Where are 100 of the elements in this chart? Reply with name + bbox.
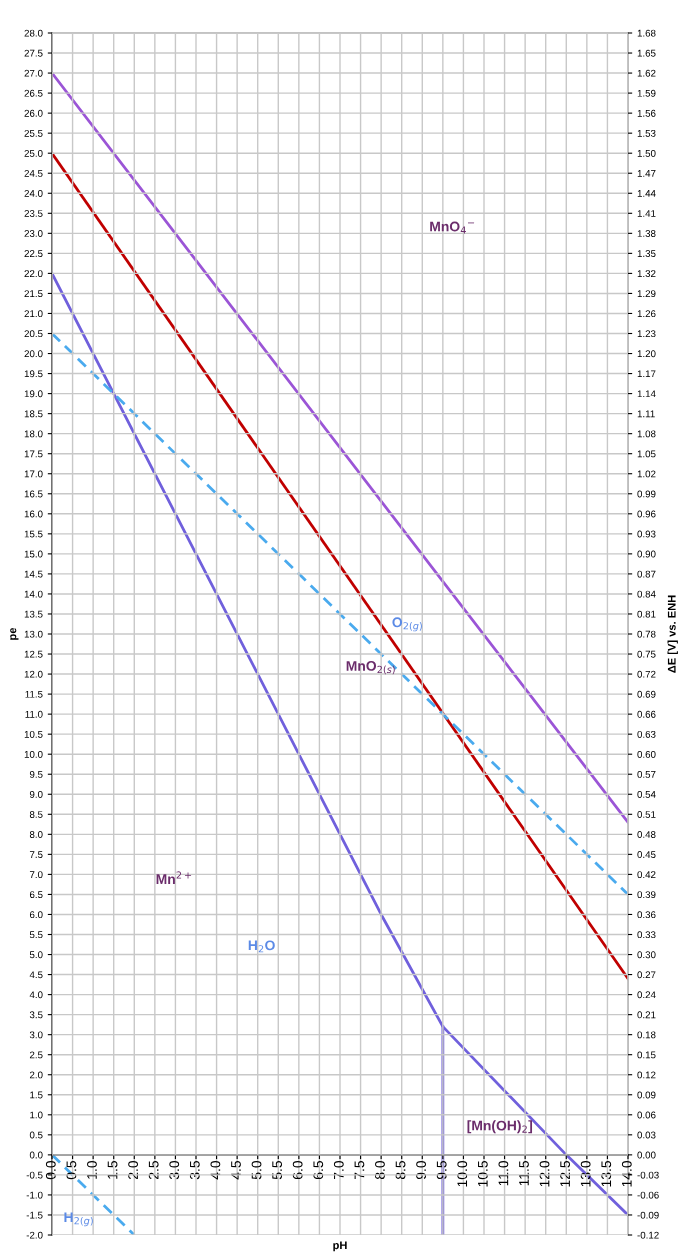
- x-tick-label: 3.0: [169, 1160, 180, 1180]
- y-tick-label: 0.0: [29, 1151, 43, 1159]
- y2-tick-label: 0.72: [637, 670, 656, 678]
- y-tick-label: 9.0: [29, 791, 43, 798]
- y-tick-label: 19.5: [24, 370, 43, 378]
- x-tick-label: 7.5: [354, 1161, 365, 1180]
- y-tick-label: 17.0: [24, 470, 43, 478]
- x-tick-label: 6.5: [313, 1161, 324, 1180]
- x-tick-label: 0.5: [66, 1161, 77, 1180]
- y-tick-label: 12.0: [24, 670, 43, 678]
- y2-tick-label: 1.26: [637, 310, 656, 318]
- y2-tick-label: 1.35: [637, 250, 656, 257]
- y2-tick-label: 1.41: [637, 210, 656, 217]
- y-tick-label: 25.5: [24, 129, 43, 137]
- y2-tick-label: 0.63: [637, 730, 656, 738]
- y2-tick-label: 0.24: [637, 991, 656, 999]
- y2-tick-label: 0.27: [637, 971, 656, 979]
- y2-tick-label: 0.60: [637, 750, 656, 758]
- x-tick-label: 5.5: [272, 1161, 283, 1180]
- y-tick-label: 15.5: [24, 530, 43, 538]
- x-tick-label: 5.0: [251, 1160, 262, 1180]
- x-tick-label: 11.0: [498, 1160, 509, 1186]
- x-tick-label: 9.5: [436, 1161, 447, 1180]
- y2-tick-label: 1.44: [637, 190, 656, 197]
- y2-tick-label: 0.78: [637, 630, 656, 638]
- y2-tick-label: 0.12: [637, 1071, 656, 1079]
- y-tick-label: 7.5: [29, 851, 43, 858]
- y2-tick-label: 1.08: [637, 430, 656, 438]
- y2-tick-label: 0.06: [637, 1111, 656, 1119]
- y-tick-label: 19.0: [24, 390, 43, 398]
- y2-tick-label: 0.75: [637, 650, 656, 658]
- y-tick-label: 21.5: [24, 290, 43, 298]
- y-tick-label: 4.5: [29, 971, 43, 979]
- y2-tick-label: 0.09: [637, 1091, 656, 1099]
- y-tick-label: 2.5: [29, 1051, 43, 1059]
- x-tick-label: 0.0: [45, 1160, 56, 1180]
- x-tick-label: 4.0: [210, 1160, 221, 1180]
- y2-tick-label: 0.39: [637, 891, 656, 899]
- y2-tick-label: -0.09: [637, 1211, 659, 1219]
- annotation: H$_{2}$O: [248, 940, 275, 953]
- y-tick-label: -1.0: [26, 1191, 43, 1199]
- annotation: O$_{2(g)}$: [392, 617, 422, 632]
- y2-tick-label: 1.56: [637, 109, 656, 117]
- y2-tick-label: 0.36: [637, 911, 656, 919]
- y2-tick-label: 0.33: [637, 931, 656, 939]
- y-tick-label: 10.0: [24, 750, 43, 758]
- y-tick-label: 2.0: [29, 1071, 43, 1079]
- annotation: Mn$^{2+}$: [156, 871, 192, 884]
- y-tick-label: 10.5: [24, 730, 43, 738]
- y2-tick-label: 1.20: [637, 350, 656, 358]
- y-tick-label: 6.5: [29, 891, 43, 899]
- x-tick-label: 1.0: [87, 1160, 97, 1179]
- y-tick-label: 11.5: [25, 690, 43, 698]
- y2-tick-label: 0.84: [637, 590, 656, 598]
- y-tick-label: 7.0: [29, 871, 43, 879]
- y2-tick-label: 1.17: [637, 370, 656, 378]
- y-tick-label: 20.5: [24, 330, 43, 338]
- y-tick-label: 4.0: [29, 991, 43, 999]
- y2-tick-label: 0.96: [637, 510, 656, 518]
- y2-tick-label: 0.87: [637, 570, 656, 578]
- y-tick-label: 26.5: [24, 89, 43, 97]
- y2-tick-label: 0.21: [637, 1011, 656, 1019]
- y-tick-label: -2.0: [26, 1231, 43, 1239]
- y2-tick-label: 1.29: [637, 290, 656, 298]
- x-tick-label: 9.0: [416, 1160, 427, 1180]
- x-tick-label: 4.5: [231, 1161, 241, 1180]
- y-tick-label: 21.0: [24, 310, 43, 318]
- y-tick-label: 13.5: [24, 610, 43, 618]
- annotation: [Mn(OH)$_{2}$]: [467, 1120, 533, 1134]
- y2-tick-label: 1.53: [637, 129, 656, 137]
- y2-tick-label: 0.18: [637, 1031, 656, 1039]
- y-tick-label: 23.0: [24, 230, 43, 237]
- x-tick-label: 14.0: [621, 1160, 632, 1187]
- y-tick-label: 8.5: [29, 811, 43, 818]
- x-tick-label: 1.5: [107, 1161, 118, 1179]
- y2-tick-label: 0.15: [637, 1051, 656, 1059]
- y2-tick-label: 0.03: [637, 1131, 656, 1139]
- x-tick-label: 13.0: [580, 1160, 591, 1187]
- y-tick-label: 8.0: [29, 831, 43, 838]
- y-tick-label: 1.5: [30, 1091, 43, 1099]
- y2-tick-label: 1.32: [637, 270, 656, 278]
- y-tick-label: 6.0: [29, 911, 43, 919]
- y-tick-label: 15.0: [24, 550, 43, 558]
- y2-tick-label: 0.69: [637, 690, 656, 698]
- x-tick-label: 13.5: [601, 1161, 612, 1187]
- y-tick-label: 1.0: [30, 1111, 43, 1119]
- x-tick-label: 3.5: [189, 1161, 200, 1180]
- y2-tick-label: 1.23: [637, 330, 656, 338]
- x-tick-label: 8.5: [395, 1161, 406, 1180]
- y2-tick-label: 1.68: [637, 29, 656, 37]
- y-tick-label: 20.0: [24, 350, 43, 358]
- y2-tick-label: 0.30: [637, 951, 656, 959]
- y2-tick-label: 0.51: [637, 811, 656, 818]
- x-tick-label: 12.0: [539, 1160, 550, 1187]
- y-tick-label: 22.5: [24, 250, 43, 257]
- y-tick-label: 11.0: [25, 710, 43, 718]
- y2-tick-label: 1.47: [637, 170, 656, 177]
- y2-tick-label: 1.59: [637, 89, 656, 97]
- y2-tick-label: 0.45: [637, 851, 656, 858]
- y-tick-label: 18.0: [24, 430, 43, 438]
